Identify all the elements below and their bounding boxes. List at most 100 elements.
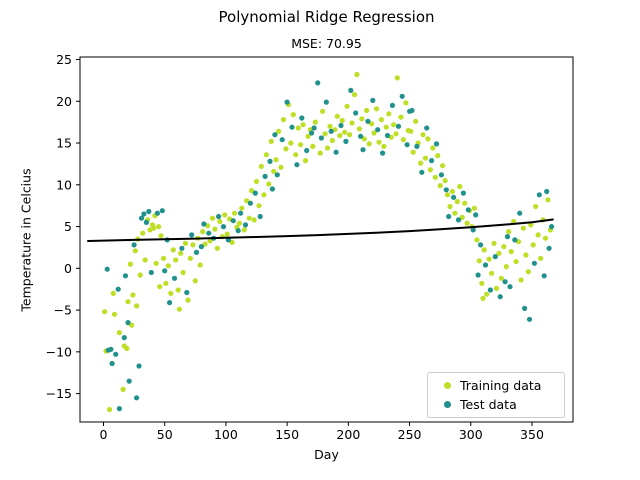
- training-data-point: [116, 330, 122, 336]
- training-data-point: [251, 217, 257, 223]
- test-data-point: [257, 213, 263, 220]
- training-data-point: [295, 125, 301, 131]
- training-data-point: [491, 240, 497, 246]
- test-data-point: [171, 275, 178, 281]
- training-data-point: [506, 229, 512, 235]
- training-data-point: [462, 200, 468, 206]
- y-tick-label: 20: [56, 94, 72, 109]
- y-tick-label: −5: [54, 303, 72, 318]
- training-data-point: [430, 145, 436, 151]
- training-data-point: [378, 117, 384, 123]
- training-data-point: [403, 100, 409, 106]
- test-data-point: [333, 149, 339, 155]
- training-data-point: [386, 111, 392, 117]
- training-data-point: [310, 143, 316, 149]
- training-data-point: [381, 143, 387, 149]
- test-data-point: [384, 132, 391, 139]
- chart-subtitle-mse: MSE: 70.95: [291, 36, 362, 51]
- test-data-point: [404, 142, 410, 148]
- test-data-point: [206, 230, 212, 236]
- chart-title: Polynomial Ridge Regression: [218, 8, 435, 26]
- training-data-point: [200, 229, 206, 235]
- y-tick-label: −10: [46, 344, 72, 359]
- test-data-point: [179, 245, 185, 251]
- training-data-point: [523, 252, 529, 258]
- training-data-point: [361, 136, 367, 142]
- training-data-point: [369, 121, 375, 127]
- training-data-point: [459, 214, 465, 220]
- test-data-point: [184, 289, 190, 296]
- training-data-point: [391, 122, 397, 128]
- training-data-point: [376, 139, 382, 145]
- training-data-point: [520, 225, 527, 231]
- training-data-point: [371, 130, 377, 136]
- test-data-point: [272, 132, 278, 138]
- training-data-point: [173, 257, 179, 263]
- test-data-point: [470, 227, 476, 233]
- training-data-point: [320, 108, 326, 114]
- training-data-point: [457, 183, 463, 190]
- training-data-point: [271, 168, 277, 174]
- y-tick-label: 0: [64, 261, 72, 276]
- training-data-point: [125, 299, 131, 305]
- training-data-point: [153, 260, 159, 266]
- training-data-point: [435, 153, 441, 159]
- test-data-point: [141, 211, 147, 217]
- test-data-point: [512, 237, 518, 243]
- test-data-point: [409, 107, 415, 114]
- training-data-point: [222, 212, 228, 218]
- training-data-point: [518, 277, 524, 283]
- training-data-point: [187, 255, 193, 261]
- legend-item-test-data: Test data: [438, 397, 554, 412]
- test-data-point: [424, 125, 430, 131]
- test-data-point: [478, 242, 484, 248]
- training-data-point: [110, 290, 116, 296]
- training-data-point: [471, 205, 477, 211]
- training-data-point: [440, 163, 446, 169]
- training-data-point: [130, 292, 136, 298]
- training-data-point: [324, 145, 331, 151]
- training-data-point: [156, 224, 162, 230]
- y-tick-label: 10: [56, 177, 72, 192]
- training-data-point: [132, 248, 138, 254]
- training-data-point: [474, 237, 480, 243]
- test-data-point: [108, 346, 114, 352]
- test-data-point: [446, 213, 452, 220]
- legend: Training data Test data: [427, 372, 565, 418]
- test-data-point: [230, 218, 236, 224]
- test-data-point: [433, 141, 440, 147]
- test-data-point: [315, 80, 321, 86]
- training-data-point: [339, 117, 345, 124]
- training-data-point: [280, 117, 287, 123]
- regression-line: [87, 218, 554, 242]
- y-axis-label: Temperature in Celcius: [18, 168, 34, 312]
- training-data-point: [197, 262, 203, 268]
- test-data-point: [365, 118, 371, 124]
- test-data-point: [536, 192, 542, 198]
- training-data-point: [140, 230, 146, 236]
- training-data-point: [249, 188, 255, 194]
- training-data-point: [354, 71, 360, 78]
- training-data-point: [236, 220, 242, 226]
- test-data-point: [109, 360, 115, 367]
- training-data-point: [442, 178, 448, 184]
- training-data-point: [102, 309, 108, 315]
- test-data-point: [482, 262, 489, 268]
- x-tick-label: 50: [157, 427, 173, 442]
- test-data-point: [460, 190, 466, 196]
- test-data-point: [473, 212, 479, 218]
- test-data-point: [136, 363, 142, 369]
- test-data-point: [375, 127, 381, 133]
- training-data-point: [266, 181, 272, 187]
- training-data-point: [214, 245, 220, 251]
- training-data-point: [127, 261, 133, 267]
- training-data-point: [151, 225, 157, 231]
- test-data-point: [451, 194, 457, 200]
- x-tick-label: 200: [336, 427, 360, 442]
- x-tick-label: 350: [520, 427, 544, 442]
- training-data-point: [246, 215, 252, 221]
- training-data-point: [394, 75, 400, 81]
- training-data-point: [253, 178, 260, 185]
- test-data-point: [294, 162, 300, 168]
